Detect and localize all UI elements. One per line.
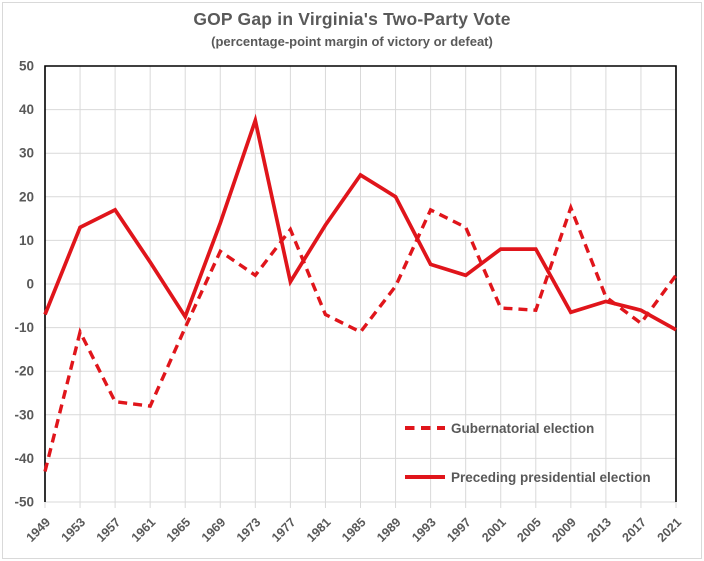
x-axis-label: 2009 [549, 515, 579, 545]
x-axis-label: 1977 [269, 515, 299, 545]
y-axis-label: -50 [14, 495, 34, 510]
y-axis-label: 30 [19, 146, 34, 161]
y-axis-label: 10 [19, 233, 34, 248]
x-axis-label: 1961 [129, 515, 159, 545]
legend-label: Preceding presidential election [451, 470, 651, 485]
chart-subtitle: (percentage-point margin of victory or d… [211, 34, 493, 49]
x-axis-label: 1965 [164, 515, 194, 545]
x-axis-label: 1953 [59, 515, 89, 545]
y-axis-label: -30 [14, 407, 34, 422]
x-axis-label: 1957 [94, 515, 124, 545]
x-axis-label: 1989 [374, 515, 404, 545]
x-axis-label: 1997 [444, 515, 474, 545]
series-line-dashed [43, 202, 678, 472]
chart-title: GOP Gap in Virginia's Two-Party Vote [193, 9, 511, 29]
y-axis-label: -10 [14, 320, 34, 335]
plot-border [44, 65, 677, 502]
y-axis-label: 20 [19, 189, 34, 204]
y-axis-label: 50 [19, 59, 34, 74]
y-axis-label: 40 [19, 102, 34, 117]
x-axis-label: 2021 [655, 515, 685, 545]
x-axis-label: 1973 [234, 515, 264, 545]
y-axis-label: -40 [14, 451, 34, 466]
x-axis-label: 1985 [339, 515, 369, 545]
x-axis-label: 2005 [514, 515, 544, 545]
x-axis-label: 2001 [479, 515, 509, 545]
y-axis-label: 0 [26, 277, 34, 292]
x-axis-label: 1969 [199, 515, 229, 545]
x-axis-label: 1981 [304, 515, 334, 545]
x-axis-label: 2017 [619, 515, 649, 545]
x-axis-label: 1993 [409, 515, 439, 545]
x-axis-label: 2013 [584, 515, 614, 545]
series-line-solid [43, 113, 677, 332]
y-axis-label: -20 [14, 364, 34, 379]
legend-label: Gubernatorial election [451, 421, 594, 436]
x-axis-label: 1949 [24, 515, 54, 545]
